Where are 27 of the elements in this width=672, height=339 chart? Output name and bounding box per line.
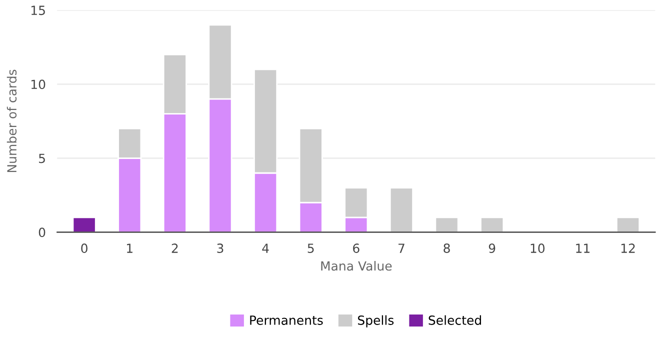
x-tick-label: 7 (398, 244, 404, 253)
x-tick-label: 0 (81, 244, 88, 253)
bar (434, 216, 459, 232)
y-tick-label: 10 (31, 80, 46, 90)
legend-label: Spells (358, 315, 394, 328)
x-axis-title: Mana Value (321, 260, 392, 271)
x-tick-label: 8 (444, 244, 450, 253)
bar (616, 216, 640, 232)
y-tick-label: 5 (39, 154, 45, 164)
y-tick-label: 0 (38, 228, 46, 238)
legend-label: Permanents (250, 316, 323, 325)
x-tick-label: 9 (488, 244, 496, 253)
y-axis-title: Number of cards (6, 70, 17, 172)
x-tick-label: 11 (576, 244, 590, 253)
x-tick-label: 1 (127, 244, 132, 253)
bar (480, 216, 504, 232)
y-tick-label: 15 (31, 6, 45, 16)
x-tick-label: 3 (217, 244, 224, 253)
x-tick-label: 6 (353, 244, 360, 253)
legend-label: Selected (428, 315, 481, 325)
x-tick-label: 12 (621, 244, 635, 253)
x-tick-label: 5 (308, 244, 314, 253)
x-tick-label: 2 (172, 244, 178, 253)
bar (389, 187, 414, 232)
x-tick-label: 4 (262, 244, 269, 253)
bar (72, 216, 96, 232)
x-tick-label: 10 (530, 244, 545, 253)
